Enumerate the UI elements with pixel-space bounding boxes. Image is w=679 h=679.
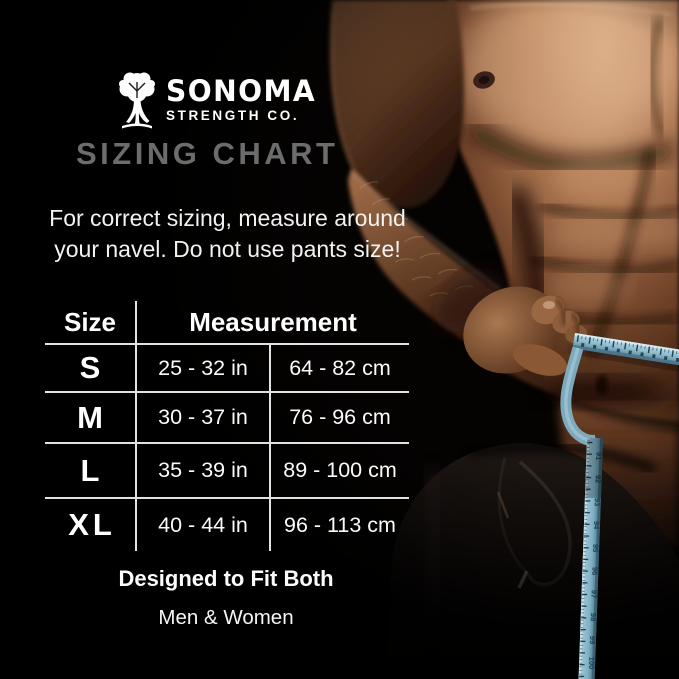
hanging-tape: 91 92 93 94 95 96 97 98 99 100: [578, 437, 604, 679]
size-cell-xl: XL: [45, 499, 137, 551]
tape-number: 99: [588, 636, 597, 645]
cm-cell-s: 64 - 82 cm: [271, 345, 409, 393]
cm-cell-m: 76 - 96 cm: [271, 393, 409, 444]
tape-number: 91: [594, 452, 603, 461]
tape-number: 96: [590, 567, 599, 576]
inches-cell-m: 30 - 37 in: [137, 393, 271, 444]
sizing-instruction: For correct sizing, measure around your n…: [0, 203, 455, 265]
instruction-line-2: your navel. Do not use pants size!: [54, 236, 401, 262]
brand-name: SONOMA: [166, 74, 317, 108]
tape-number: 100: [587, 657, 596, 670]
tape-number: 95: [591, 544, 600, 553]
page-title: SIZING CHART: [76, 136, 339, 171]
inches-cell-s: 25 - 32 in: [137, 345, 271, 393]
tape-number: 98: [589, 613, 598, 622]
brand-logo: SONOMA STRENGTH CO.: [117, 70, 321, 130]
sizing-table: Size Measurement S 25 - 32 in 64 - 82 cm…: [45, 301, 409, 551]
size-cell-s: S: [45, 345, 137, 393]
tape-number: 97: [589, 590, 598, 599]
fit-note-subtitle: Men & Women: [158, 606, 294, 629]
inches-cell-xl: 40 - 44 in: [137, 499, 271, 551]
brand-text: SONOMA STRENGTH CO.: [166, 74, 321, 124]
tape-number: 94: [592, 521, 601, 530]
tape-numbers: 91 92 93 94 95 96 97 98 99 100: [587, 452, 604, 670]
inches-cell-l: 35 - 39 in: [137, 444, 271, 499]
instruction-line-1: For correct sizing, measure around: [49, 205, 406, 231]
waist-tape: [569, 333, 679, 372]
tree-icon: [119, 72, 155, 129]
fit-note-title: Designed to Fit Both: [118, 566, 334, 591]
brand-subtitle: STRENGTH CO.: [166, 108, 300, 123]
cm-cell-xl: 96 - 113 cm: [284, 512, 396, 537]
table-header-measurement: Measurement: [137, 301, 409, 345]
tape-number: 92: [593, 475, 602, 484]
size-cell-l: L: [45, 444, 137, 499]
tape-number: 93: [593, 498, 602, 507]
size-cell-m: M: [45, 393, 137, 444]
cm-cell-l: 89 - 100 cm: [271, 444, 409, 499]
table-header-size: Size: [45, 301, 137, 345]
